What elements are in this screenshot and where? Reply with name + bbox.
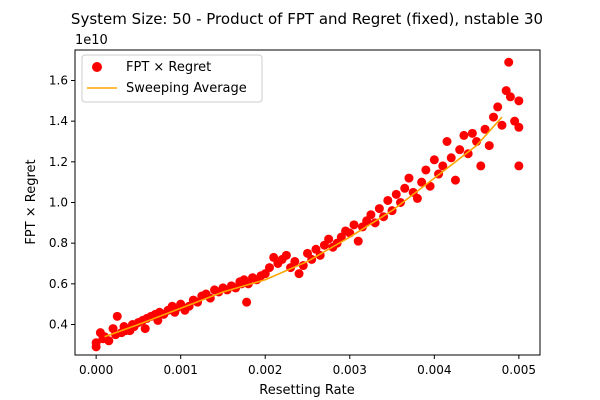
- scatter-point: [383, 195, 393, 205]
- scatter-point: [467, 128, 477, 138]
- y-tick-label: 1.0: [49, 196, 68, 210]
- scatter-point: [493, 102, 503, 112]
- scatter-point: [484, 141, 494, 151]
- scatter-point: [450, 175, 460, 185]
- y-tick-label: 0.4: [49, 318, 68, 332]
- scatter-point: [140, 324, 150, 334]
- scatter-point: [112, 311, 122, 321]
- line-layer: [104, 116, 503, 338]
- scatter-point: [480, 124, 490, 134]
- y-tick-label: 0.6: [49, 277, 68, 291]
- x-axis: 0.000 0.001 0.002 0.003 0.004 0.005: [79, 355, 536, 377]
- x-tick-label: 0.004: [417, 363, 451, 377]
- scatter-point: [396, 198, 405, 207]
- legend-scatter-marker: [92, 62, 102, 72]
- scatter-point: [298, 261, 308, 271]
- scatter-point: [421, 165, 431, 175]
- y-offset-label: 1e10: [75, 33, 108, 48]
- scatter-point: [242, 297, 252, 307]
- scatter-point: [324, 234, 334, 244]
- scatter-point: [294, 269, 304, 279]
- scatter-point: [391, 189, 401, 199]
- scatter-point: [504, 57, 514, 67]
- scatter-point: [514, 96, 524, 106]
- scatter-point: [417, 177, 427, 187]
- legend-box: [81, 54, 263, 103]
- scatter-point: [353, 236, 363, 246]
- sweeping-average-line: [104, 116, 503, 338]
- y-tick-label: 1.6: [49, 74, 68, 88]
- scatter-point: [400, 183, 410, 193]
- scatter-point: [514, 161, 524, 171]
- legend: FPT × Regret Sweeping Average: [81, 54, 263, 103]
- x-tick-label: 0.005: [502, 363, 536, 377]
- scatter-point: [476, 161, 486, 171]
- y-tick-label: 1.4: [49, 114, 68, 128]
- scatter-point: [404, 173, 414, 183]
- chart-title: System Size: 50 - Product of FPT and Reg…: [71, 10, 543, 28]
- scatter-point: [264, 263, 274, 273]
- scatter-point: [459, 130, 469, 140]
- x-tick-label: 0.002: [248, 363, 282, 377]
- scatter-point: [442, 137, 452, 146]
- scatter-point: [514, 122, 524, 132]
- scatter-point: [104, 336, 114, 346]
- scatter-point: [505, 92, 515, 102]
- scatter-point: [497, 120, 507, 130]
- x-tick-label: 0.000: [79, 363, 113, 377]
- scatter-point: [463, 149, 473, 159]
- scatter-point: [446, 153, 456, 163]
- scatter-point: [281, 250, 291, 260]
- scatter-point: [438, 161, 448, 171]
- scatter-point: [374, 204, 384, 214]
- scatter-point: [366, 210, 376, 220]
- scatter-point: [455, 145, 465, 155]
- scatter-point: [489, 112, 498, 122]
- y-tick-label: 0.8: [49, 236, 68, 250]
- scatter-point: [91, 342, 101, 352]
- legend-scatter-label: FPT × Regret: [126, 60, 211, 75]
- x-tick-label: 0.001: [164, 363, 198, 377]
- y-tick-label: 1.2: [49, 155, 68, 169]
- scatter-point: [290, 256, 300, 266]
- scatter-point: [429, 155, 439, 165]
- legend-line-label: Sweeping Average: [126, 81, 247, 96]
- y-axis: 0.4 0.6 0.8 1.0 1.2 1.4 1.6: [49, 74, 75, 332]
- y-axis-label: FPT × Regret: [24, 159, 39, 244]
- scatter-point: [349, 220, 359, 230]
- scatter-layer: [91, 57, 524, 352]
- x-tick-label: 0.003: [333, 363, 367, 377]
- scatter-point: [412, 193, 422, 203]
- x-axis-label: Resetting Rate: [259, 383, 354, 398]
